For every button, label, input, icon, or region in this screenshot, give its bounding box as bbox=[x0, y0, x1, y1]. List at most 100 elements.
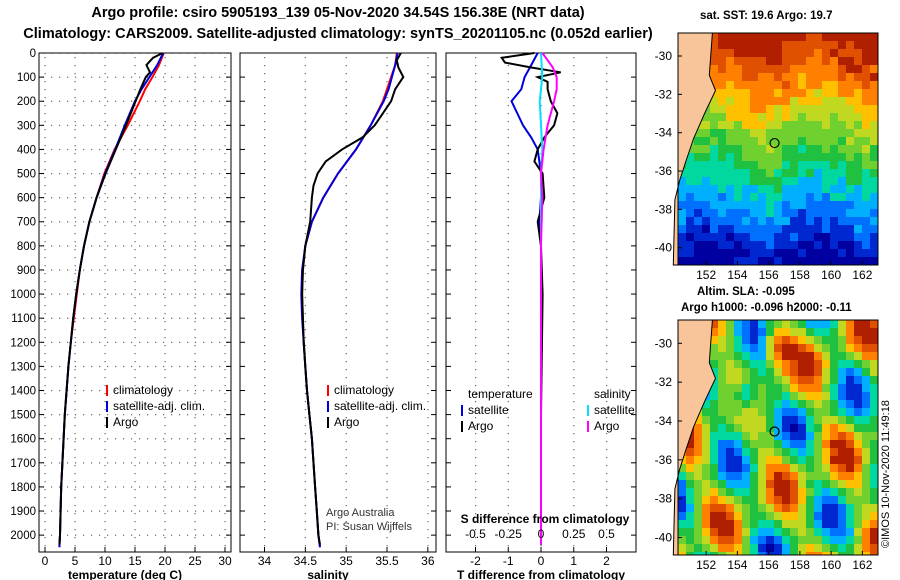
grid-dot bbox=[194, 265, 196, 267]
map-cell bbox=[814, 448, 823, 457]
map-cell bbox=[862, 328, 871, 337]
map-cell bbox=[790, 552, 799, 556]
map-cell bbox=[678, 544, 687, 553]
grid-dot bbox=[104, 241, 106, 243]
map-cell bbox=[718, 57, 727, 66]
grid-dot bbox=[573, 65, 575, 67]
grid-dot bbox=[304, 425, 307, 427]
grid-dot bbox=[474, 385, 477, 387]
x-tick-label: 0 bbox=[42, 554, 49, 568]
map-cell bbox=[766, 145, 775, 154]
map-x-tick-label: 160 bbox=[821, 558, 841, 572]
annotation: PI: Susan Wijffels bbox=[326, 521, 412, 533]
map-cell bbox=[838, 193, 847, 202]
grid-dot bbox=[345, 121, 347, 123]
map-cell bbox=[710, 528, 719, 537]
grid-dot bbox=[304, 313, 307, 315]
map-cell bbox=[718, 536, 727, 545]
grid-dot bbox=[427, 521, 429, 523]
grid-dot bbox=[219, 365, 221, 368]
map-cell bbox=[678, 225, 687, 234]
map-cell bbox=[870, 57, 879, 66]
map-cell bbox=[694, 161, 703, 170]
map-cell bbox=[766, 544, 775, 553]
grid-dot bbox=[224, 217, 226, 219]
map-cell bbox=[870, 97, 879, 106]
grid-dot bbox=[83, 534, 85, 536]
grid-dot bbox=[134, 377, 136, 379]
map-cell bbox=[694, 153, 703, 162]
grid-dot bbox=[104, 417, 106, 419]
grid-dot bbox=[155, 414, 157, 416]
map-cell bbox=[838, 81, 847, 90]
grid-dot bbox=[345, 377, 347, 379]
grid-dot bbox=[573, 377, 575, 379]
map-cell bbox=[766, 73, 775, 82]
grid-dot bbox=[107, 100, 109, 102]
grid-dot bbox=[83, 269, 85, 271]
map-cell bbox=[742, 464, 751, 473]
map-cell bbox=[854, 448, 863, 457]
map-cell bbox=[766, 41, 775, 50]
map-cell bbox=[774, 368, 783, 377]
grid-dot bbox=[345, 177, 347, 179]
grid-dot bbox=[131, 317, 133, 319]
grid-dot bbox=[507, 329, 509, 331]
grid-dot bbox=[224, 465, 226, 467]
map-cell bbox=[750, 456, 759, 465]
grid-dot bbox=[304, 401, 307, 403]
map-cell bbox=[862, 193, 871, 202]
map-cell bbox=[798, 233, 807, 242]
grid-dot bbox=[573, 89, 575, 91]
grid-dot bbox=[474, 545, 477, 547]
map-cell bbox=[790, 193, 799, 202]
grid-dot bbox=[211, 317, 213, 319]
grid-dot bbox=[427, 425, 429, 427]
grid-dot bbox=[107, 317, 109, 319]
map-cell bbox=[734, 81, 743, 90]
grid-dot bbox=[187, 173, 189, 175]
grid-dot bbox=[474, 65, 477, 67]
map-cell bbox=[798, 105, 807, 114]
map-cell bbox=[846, 217, 855, 226]
grid-dot bbox=[67, 245, 69, 247]
grid-dot bbox=[44, 153, 46, 155]
grid-dot bbox=[573, 329, 575, 331]
map-cell bbox=[870, 552, 879, 556]
map-cell bbox=[734, 161, 743, 170]
map-cell bbox=[822, 520, 831, 529]
y-tick-label: 0 bbox=[30, 48, 36, 60]
grid-dot bbox=[474, 369, 477, 371]
map-x-tick-label: 162 bbox=[852, 558, 872, 572]
map-cell bbox=[870, 416, 879, 425]
grid-dot bbox=[386, 145, 388, 147]
map-cell bbox=[782, 57, 791, 66]
grid-dot bbox=[187, 389, 189, 392]
map-cell bbox=[694, 225, 703, 234]
grid-dot bbox=[104, 321, 106, 323]
map-cell bbox=[782, 376, 791, 385]
grid-dot bbox=[164, 81, 166, 83]
grid-dot bbox=[131, 365, 133, 368]
grid-dot bbox=[304, 201, 307, 203]
map-cell bbox=[846, 432, 855, 441]
grid-dot bbox=[474, 321, 477, 323]
grid-dot bbox=[386, 481, 388, 483]
grid-dot bbox=[507, 529, 509, 531]
map-cell bbox=[750, 49, 759, 58]
grid-dot bbox=[507, 121, 509, 123]
grid-dot bbox=[115, 389, 117, 392]
map-cell bbox=[862, 424, 871, 433]
map-cell bbox=[854, 336, 863, 345]
grid-dot bbox=[104, 521, 106, 523]
grid-dot bbox=[134, 241, 136, 243]
map-cell bbox=[750, 209, 759, 218]
map-cell bbox=[718, 153, 727, 162]
grid-dot bbox=[44, 369, 46, 371]
grid-dot bbox=[304, 57, 307, 59]
map-cell bbox=[862, 384, 871, 393]
grid-dot bbox=[211, 221, 213, 223]
grid-dot bbox=[91, 293, 93, 295]
grid-dot bbox=[224, 353, 226, 355]
grid-dot bbox=[83, 293, 85, 295]
